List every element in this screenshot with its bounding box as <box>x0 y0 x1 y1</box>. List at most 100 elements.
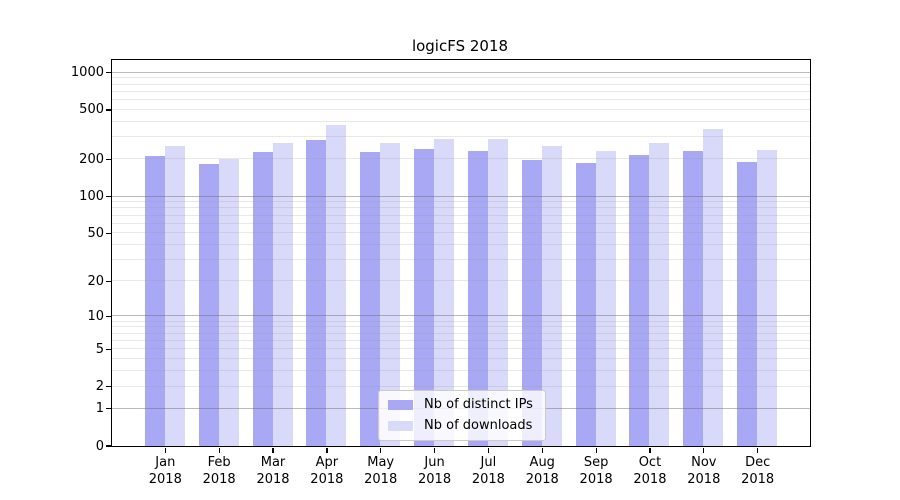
legend: Nb of distinct IPs Nb of downloads <box>378 390 546 441</box>
x-tick-apr <box>326 447 328 453</box>
x-tick-label-aug: Aug 2018 <box>514 455 570 488</box>
gridline-minor-40 <box>111 244 810 246</box>
x-tick-may <box>380 447 382 453</box>
x-tick-label-jan: Jan 2018 <box>137 455 193 488</box>
gridline-minor-90 <box>111 201 810 203</box>
gridline-minor-600 <box>111 99 810 101</box>
x-label-month: Apr <box>315 455 339 470</box>
x-label-year: 2018 <box>525 471 559 487</box>
bars-layer <box>112 60 810 446</box>
x-label-month: Sep <box>583 455 609 470</box>
x-tick-label-jun: Jun 2018 <box>407 455 463 488</box>
gridline-minor-8 <box>111 326 810 328</box>
bar-downloads-aug <box>541 145 562 446</box>
x-tick-label-mar: Mar 2018 <box>245 455 301 488</box>
x-tick-mar <box>272 447 274 453</box>
gridline-minor-500 <box>111 108 810 110</box>
gridline-minor-80 <box>111 207 810 209</box>
y-tick-label-0: 0 <box>95 438 104 454</box>
gridline-minor-400 <box>111 120 810 122</box>
bar-downloads-oct <box>649 142 670 446</box>
x-label-year: 2018 <box>364 471 398 487</box>
gridline-minor-2 <box>111 385 810 387</box>
gridlines-layer <box>111 60 810 446</box>
x-label-year: 2018 <box>687 471 721 487</box>
x-label-month: Dec <box>745 455 771 470</box>
y-tick-label-5: 5 <box>95 341 104 357</box>
x-tick-oct <box>649 447 651 453</box>
x-label-year: 2018 <box>256 471 290 487</box>
x-label-month: Jul <box>480 455 497 470</box>
bar-downloads-dec <box>757 150 778 446</box>
gridline-minor-4 <box>111 357 810 359</box>
gridline-minor-900 <box>111 77 810 79</box>
y-tick-label-10: 10 <box>87 308 104 324</box>
x-tick-jul <box>487 447 490 453</box>
gridline-minor-7 <box>111 332 810 334</box>
bar-downloads-jul <box>487 139 508 446</box>
bar-ips-feb <box>198 164 219 446</box>
y-tick-label-20: 20 <box>87 273 104 289</box>
gridline-minor-20 <box>111 280 810 282</box>
x-tick-label-apr: Apr 2018 <box>299 455 355 488</box>
plot-area <box>110 58 811 447</box>
bar-downloads-jun <box>434 139 455 446</box>
bar-downloads-nov <box>703 129 724 446</box>
x-label-month: Mar <box>260 455 286 470</box>
bar-ips-nov <box>683 151 704 446</box>
x-label-month: May <box>367 455 395 470</box>
x-tick-dec <box>757 447 759 453</box>
bar-downloads-apr <box>326 125 347 446</box>
x-label-month: Aug <box>529 455 555 470</box>
legend-item-distinct-ips: Nb of distinct IPs <box>388 398 533 412</box>
x-tick-jan <box>164 447 166 453</box>
bar-ips-may <box>360 151 381 446</box>
x-tick-aug <box>541 447 543 453</box>
gridline-major-100 <box>111 195 810 197</box>
gridline-minor-60 <box>111 222 810 224</box>
bar-ips-jan <box>144 156 165 446</box>
x-tick-label-dec: Dec 2018 <box>730 455 786 488</box>
gridline-minor-30 <box>111 259 810 261</box>
bar-ips-oct <box>629 155 650 446</box>
x-label-year: 2018 <box>471 471 505 487</box>
x-label-year: 2018 <box>579 471 613 487</box>
y-tick-label-200: 200 <box>79 151 104 167</box>
legend-swatch-distinct-ips <box>388 400 413 410</box>
x-tick-feb <box>218 447 220 453</box>
bar-ips-aug <box>521 159 542 446</box>
bar-downloads-feb <box>218 159 239 446</box>
x-label-year: 2018 <box>741 471 775 487</box>
bar-ips-jun <box>414 149 435 446</box>
gridline-minor-9 <box>111 320 810 322</box>
legend-label-downloads: Nb of downloads <box>424 418 533 433</box>
x-label-month: Jun <box>424 455 445 470</box>
bar-downloads-may <box>380 142 401 446</box>
x-label-year: 2018 <box>418 471 452 487</box>
x-tick-label-may: May 2018 <box>353 455 409 488</box>
bar-ips-mar <box>252 151 273 446</box>
x-label-year: 2018 <box>633 471 667 487</box>
x-label-year: 2018 <box>202 471 236 487</box>
bar-ips-sep <box>575 163 596 446</box>
y-tick-label-2: 2 <box>95 379 104 395</box>
gridline-minor-200 <box>111 158 810 160</box>
x-tick-label-feb: Feb 2018 <box>191 455 247 488</box>
gridline-minor-70 <box>111 214 810 216</box>
gridline-minor-6 <box>111 339 810 341</box>
legend-label-distinct-ips: Nb of distinct IPs <box>424 397 533 412</box>
y-tick-label-50: 50 <box>87 225 104 241</box>
x-tick-label-oct: Oct 2018 <box>622 455 678 488</box>
gridline-minor-300 <box>111 136 810 138</box>
x-tick-sep <box>595 447 597 453</box>
y-tick-label-1000: 1000 <box>70 65 104 80</box>
x-tick-label-nov: Nov 2018 <box>676 455 732 488</box>
gridline-minor-50 <box>111 232 810 234</box>
x-label-month: Oct <box>638 455 662 470</box>
y-tick-label-1: 1 <box>95 401 104 417</box>
chart-title: logicFS 2018 <box>411 37 509 55</box>
bar-downloads-mar <box>272 143 293 446</box>
gridline-major-10 <box>111 315 810 317</box>
legend-item-downloads: Nb of downloads <box>388 419 533 433</box>
